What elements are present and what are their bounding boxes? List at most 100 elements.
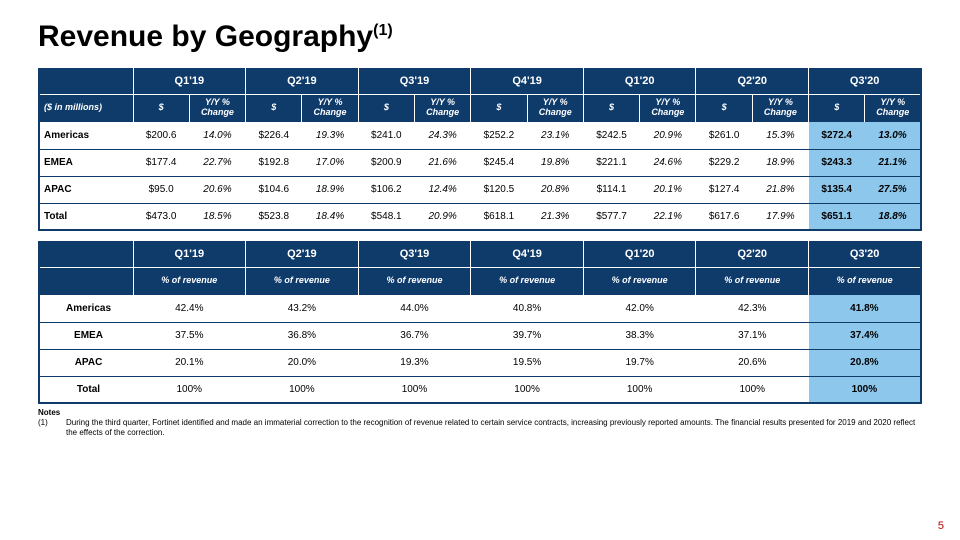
cell-dollar: $473.0 <box>133 203 189 230</box>
table-row: APAC$95.020.6%$104.618.9%$106.212.4%$120… <box>39 176 921 203</box>
note-number: (1) <box>38 418 66 438</box>
cell-yoy: 20.1% <box>640 176 696 203</box>
table-row: EMEA$177.422.7%$192.817.0%$200.921.6%$24… <box>39 149 921 176</box>
cell-pct: 37.5% <box>133 322 246 349</box>
cell-dollar: $242.5 <box>583 122 639 149</box>
cell-yoy: 21.6% <box>414 149 470 176</box>
header-yoy: Y/Y % Change <box>527 94 583 122</box>
cell-pct: 100% <box>246 376 359 403</box>
cell-dollar: $618.1 <box>471 203 527 230</box>
header-yoy: Y/Y % Change <box>414 94 470 122</box>
header-blank <box>39 241 133 267</box>
cell-pct: 100% <box>133 376 246 403</box>
header-quarter: Q1'20 <box>583 68 696 94</box>
cell-pct: 42.4% <box>133 295 246 322</box>
header-quarter: Q1'20 <box>583 241 696 267</box>
cell-dollar: $106.2 <box>358 176 414 203</box>
revenue-pct-table: Q1'19 Q2'19 Q3'19 Q4'19 Q1'20 Q2'20 Q3'2… <box>38 241 922 404</box>
table-header-quarters: Q1'19 Q2'19 Q3'19 Q4'19 Q1'20 Q2'20 Q3'2… <box>39 68 921 94</box>
cell-yoy: 27.5% <box>865 176 921 203</box>
cell-pct: 20.8% <box>809 349 922 376</box>
header-quarter: Q2'20 <box>696 68 809 94</box>
cell-yoy: 18.5% <box>189 203 245 230</box>
cell-dollar: $221.1 <box>583 149 639 176</box>
header-yoy: Y/Y % Change <box>189 94 245 122</box>
cell-dollar: $120.5 <box>471 176 527 203</box>
cell-dollar: $226.4 <box>246 122 302 149</box>
row-label: EMEA <box>39 149 133 176</box>
table-row: Americas42.4%43.2%44.0%40.8%42.0%42.3%41… <box>39 295 921 322</box>
cell-yoy: 22.7% <box>189 149 245 176</box>
cell-dollar: $135.4 <box>809 176 865 203</box>
cell-dollar: $651.1 <box>809 203 865 230</box>
header-dollar: $ <box>246 94 302 122</box>
header-dollar: $ <box>583 94 639 122</box>
cell-pct: 19.3% <box>358 349 471 376</box>
cell-dollar: $252.2 <box>471 122 527 149</box>
header-quarter: Q3'20 <box>809 241 922 267</box>
cell-dollar: $241.0 <box>358 122 414 149</box>
cell-pct: 20.0% <box>246 349 359 376</box>
header-pct: % of revenue <box>696 267 809 295</box>
cell-yoy: 18.9% <box>752 149 808 176</box>
table-header-sub: ($ in millions) $Y/Y % Change $Y/Y % Cha… <box>39 94 921 122</box>
header-dollar: $ <box>696 94 752 122</box>
header-quarter: Q2'20 <box>696 241 809 267</box>
header-dollar: $ <box>471 94 527 122</box>
cell-yoy: 18.9% <box>302 176 358 203</box>
cell-yoy: 20.9% <box>414 203 470 230</box>
header-quarter: Q3'19 <box>358 68 471 94</box>
cell-yoy: 18.4% <box>302 203 358 230</box>
cell-yoy: 14.0% <box>189 122 245 149</box>
header-pct: % of revenue <box>471 267 584 295</box>
row-label: Total <box>39 203 133 230</box>
cell-pct: 40.8% <box>471 295 584 322</box>
header-pct: % of revenue <box>583 267 696 295</box>
cell-pct: 20.6% <box>696 349 809 376</box>
cell-pct: 20.1% <box>133 349 246 376</box>
row-label: APAC <box>39 176 133 203</box>
cell-pct: 41.8% <box>809 295 922 322</box>
cell-yoy: 21.8% <box>752 176 808 203</box>
cell-pct: 43.2% <box>246 295 359 322</box>
cell-yoy: 13.0% <box>865 122 921 149</box>
cell-yoy: 23.1% <box>527 122 583 149</box>
cell-dollar: $104.6 <box>246 176 302 203</box>
cell-pct: 42.0% <box>583 295 696 322</box>
cell-dollar: $617.6 <box>696 203 752 230</box>
header-quarter: Q1'19 <box>133 241 246 267</box>
cell-pct: 100% <box>809 376 922 403</box>
revenue-table: Q1'19 Q2'19 Q3'19 Q4'19 Q1'20 Q2'20 Q3'2… <box>38 68 922 231</box>
cell-dollar: $200.6 <box>133 122 189 149</box>
table2-header-quarters: Q1'19 Q2'19 Q3'19 Q4'19 Q1'20 Q2'20 Q3'2… <box>39 241 921 267</box>
row-label: Total <box>39 376 133 403</box>
cell-pct: 37.4% <box>809 322 922 349</box>
table-row: Total$473.018.5%$523.818.4%$548.120.9%$6… <box>39 203 921 230</box>
table-row: Americas$200.614.0%$226.419.3%$241.024.3… <box>39 122 921 149</box>
header-quarter: Q1'19 <box>133 68 246 94</box>
header-units: ($ in millions) <box>39 94 133 122</box>
cell-yoy: 15.3% <box>752 122 808 149</box>
header-yoy: Y/Y % Change <box>865 94 921 122</box>
cell-yoy: 18.8% <box>865 203 921 230</box>
header-pct: % of revenue <box>809 267 922 295</box>
cell-yoy: 24.3% <box>414 122 470 149</box>
cell-yoy: 24.6% <box>640 149 696 176</box>
cell-dollar: $261.0 <box>696 122 752 149</box>
cell-pct: 37.1% <box>696 322 809 349</box>
notes-section: Notes (1) During the third quarter, Fort… <box>38 408 922 438</box>
cell-dollar: $114.1 <box>583 176 639 203</box>
cell-dollar: $245.4 <box>471 149 527 176</box>
cell-dollar: $229.2 <box>696 149 752 176</box>
table-row: EMEA37.5%36.8%36.7%39.7%38.3%37.1%37.4% <box>39 322 921 349</box>
header-yoy: Y/Y % Change <box>640 94 696 122</box>
cell-pct: 44.0% <box>358 295 471 322</box>
cell-yoy: 22.1% <box>640 203 696 230</box>
header-yoy: Y/Y % Change <box>752 94 808 122</box>
cell-yoy: 20.8% <box>527 176 583 203</box>
table-row: APAC20.1%20.0%19.3%19.5%19.7%20.6%20.8% <box>39 349 921 376</box>
cell-dollar: $523.8 <box>246 203 302 230</box>
page-number: 5 <box>938 520 944 532</box>
header-quarter: Q3'19 <box>358 241 471 267</box>
note-text: During the third quarter, Fortinet ident… <box>66 418 922 438</box>
